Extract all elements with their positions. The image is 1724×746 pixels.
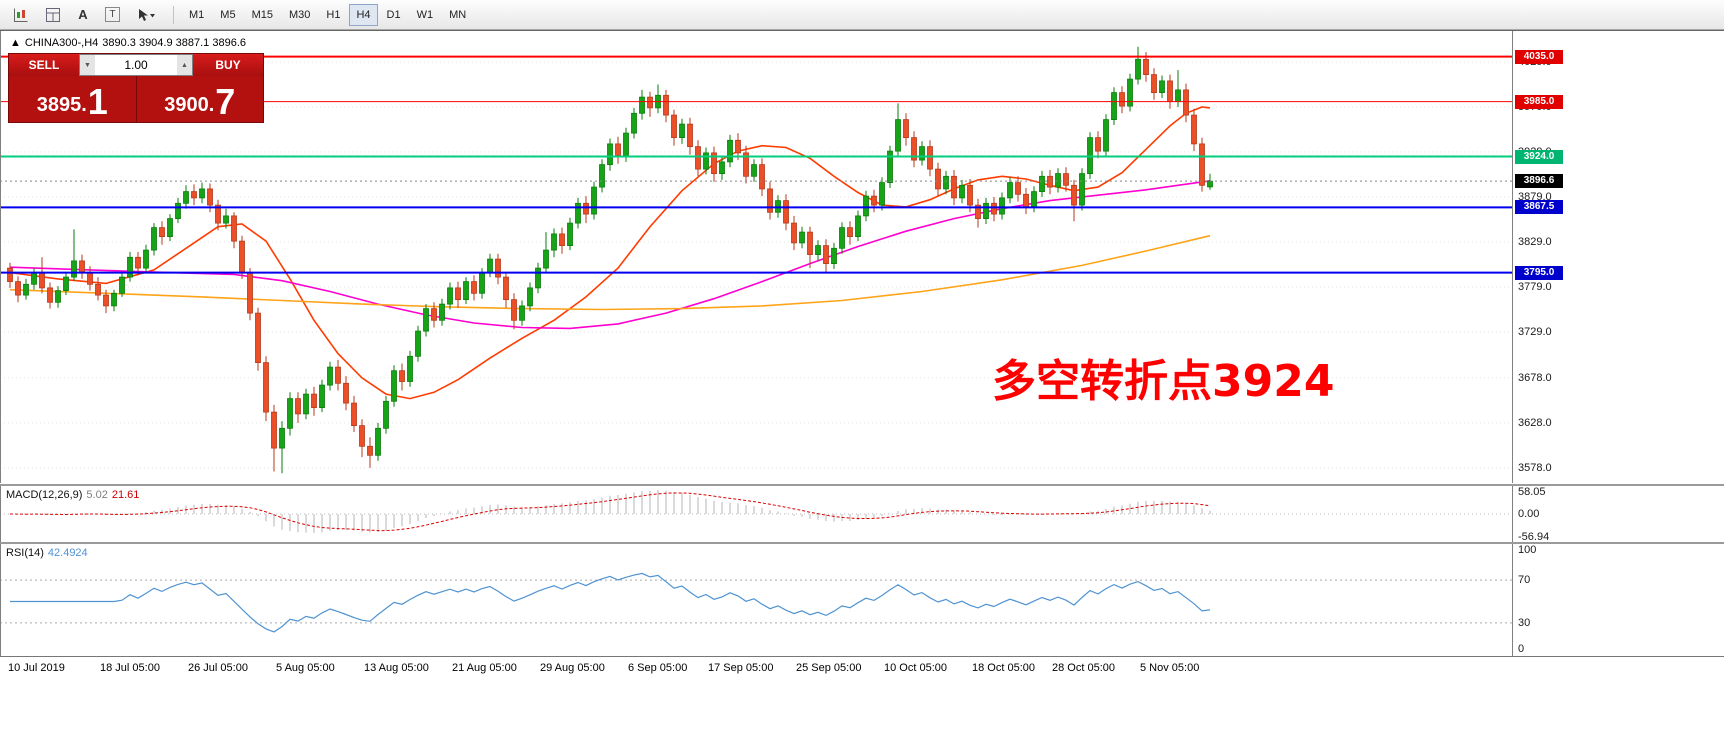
- trade-panel: SELL ▼ 1.00 ▲ BUY 3895. 1 3900. 7: [8, 53, 264, 123]
- time-axis-label: 17 Sep 05:00: [708, 662, 774, 674]
- sell-price-big-digit: 1: [87, 81, 108, 122]
- timeframe-m5-button[interactable]: M5: [213, 4, 242, 26]
- text-tool-icon: A: [78, 7, 88, 22]
- price-level-badge: 4035.0: [1515, 49, 1563, 64]
- chart-annotation: 多空转折点3924: [992, 356, 1335, 407]
- rsi-value: 42.4924: [47, 547, 88, 559]
- timeframe-m15-button[interactable]: M15: [245, 4, 280, 26]
- macd-title: MACD(12,26,9) 5.02 21.61: [6, 489, 139, 501]
- time-axis-label: 25 Sep 05:00: [796, 662, 862, 674]
- rsi-axis-label: 100: [1518, 544, 1537, 556]
- sell-price-main: 3895.: [36, 94, 87, 116]
- macd-main-value: 5.02: [86, 489, 108, 501]
- price-axis-label: 3879.0: [1518, 191, 1552, 203]
- ma-fast-line: [9, 106, 1211, 400]
- macd-panel: MACD(12,26,9) 5.02 21.61 58.05 0.00 -56.94: [0, 484, 1724, 543]
- textbox-tool-button[interactable]: T: [98, 4, 127, 26]
- cursor-tool-button[interactable]: [129, 4, 165, 26]
- timeframe-d1-button[interactable]: D1: [380, 4, 408, 26]
- tile-windows-icon: [46, 7, 60, 22]
- sell-price[interactable]: 3895. 1: [9, 76, 137, 122]
- main-chart-panel: ▲ CHINA300-,H4 3890.3 3904.9 3887.1 3896.6…: [0, 30, 1724, 484]
- macd-axis-label: 58.05: [1518, 486, 1546, 498]
- buy-button[interactable]: BUY: [193, 54, 263, 76]
- rsi-axis-label: 70: [1518, 574, 1531, 587]
- volume-value[interactable]: 1.00: [124, 58, 148, 72]
- time-axis-label: 6 Sep 05:00: [628, 662, 688, 674]
- rsi-title: RSI(14) 42.4924: [6, 547, 88, 559]
- rsi-indicator-label: RSI(14): [6, 547, 44, 559]
- volume-decrease-button[interactable]: ▼: [80, 55, 95, 75]
- buy-price-main: 3900.: [164, 94, 215, 116]
- time-axis-label: 28 Oct 05:00: [1052, 662, 1115, 674]
- buy-price[interactable]: 3900. 7: [136, 76, 263, 122]
- time-axis-label: 29 Aug 05:00: [540, 662, 605, 674]
- rsi-panel: RSI(14) 42.4924 100 70 30 0: [0, 542, 1724, 656]
- rsi-axis-label: 30: [1518, 616, 1531, 629]
- direction-arrow-icon: ▲: [10, 37, 21, 49]
- text-tool-button[interactable]: A: [70, 4, 96, 26]
- time-axis[interactable]: 10 Jul 2019 18 Jul 05:00 26 Jul 05:00 5 Aug…: [0, 656, 1724, 682]
- price-axis-label: 3829.0: [1518, 236, 1552, 248]
- time-axis-label: 10 Jul 2019: [8, 662, 65, 674]
- volume-control: ▼ 1.00 ▲: [79, 54, 193, 76]
- macd-signal-line: [9, 492, 1211, 532]
- buy-price-big-digit: 7: [215, 81, 236, 122]
- price-level-badge: 3985.0: [1515, 94, 1563, 109]
- time-axis-label: 21 Aug 05:00: [452, 662, 517, 674]
- price-axis-label: 3578.0: [1518, 461, 1552, 474]
- price-level-badge: 3924.0: [1515, 149, 1563, 164]
- cursor-tool-icon: [139, 8, 155, 21]
- timeframe-w1-button[interactable]: W1: [410, 4, 441, 26]
- trade-panel-prices: 3895. 1 3900. 7: [9, 76, 263, 122]
- toolbar: A T M1 M5 M15 M30 H1 H4 D1 W1 MN: [0, 0, 1724, 30]
- macd-axis-label: -56.94: [1518, 530, 1550, 543]
- timeframe-m1-button[interactable]: M1: [182, 4, 211, 26]
- toolbar-separator: [173, 5, 174, 24]
- symbol-timeframe-label: CHINA300-,H4: [24, 37, 99, 49]
- chart-header: ▲ CHINA300-,H4 3890.3 3904.9 3887.1 3896.6: [10, 37, 250, 49]
- macd-indicator-label: MACD(12,26,9): [6, 489, 83, 501]
- time-axis-label: 18 Oct 05:00: [972, 662, 1035, 674]
- main-plot[interactable]: [0, 31, 1724, 483]
- price-level-badge: 3795.0: [1515, 265, 1563, 280]
- volume-increase-button[interactable]: ▲: [177, 55, 192, 75]
- trade-panel-controls: SELL ▼ 1.00 ▲ BUY: [9, 54, 263, 76]
- time-axis-label: 5 Nov 05:00: [1140, 662, 1200, 674]
- macd-signal-value: 21.61: [111, 489, 140, 501]
- rsi-axis-label: 0: [1518, 643, 1525, 655]
- price-axis-label: 3628.0: [1518, 416, 1552, 429]
- current-price-badge: 3896.6: [1515, 174, 1563, 189]
- tile-windows-button[interactable]: [38, 4, 68, 26]
- textbox-tool-icon: T: [105, 7, 120, 22]
- ma-mid-line: [9, 180, 1211, 330]
- price-axis-label: 3729.0: [1518, 326, 1552, 338]
- chart-window-button[interactable]: [6, 4, 36, 26]
- price-axis-label: 3678.0: [1518, 371, 1552, 384]
- timeframe-h1-button[interactable]: H1: [319, 4, 347, 26]
- time-axis-label: 26 Jul 05:00: [188, 662, 248, 674]
- time-axis-label: 10 Oct 05:00: [884, 662, 947, 674]
- chart-window-icon: [14, 8, 28, 22]
- time-axis-label: 13 Aug 05:00: [364, 662, 429, 674]
- chevron-down-icon: [150, 13, 155, 17]
- timeframe-h4-button[interactable]: H4: [349, 3, 378, 26]
- macd-axis-label: 0.00: [1518, 508, 1540, 520]
- time-axis-label: 5 Aug 05:00: [276, 662, 335, 674]
- ohlc-values: 3890.3 3904.9 3887.1 3896.6: [102, 37, 246, 49]
- rsi-plot[interactable]: [0, 544, 1724, 656]
- price-level-badge: 3867.5: [1515, 200, 1563, 215]
- timeframe-mn-button[interactable]: MN: [442, 4, 473, 26]
- price-axis-label: 3779.0: [1518, 281, 1552, 293]
- timeframe-m30-button[interactable]: M30: [282, 4, 317, 26]
- macd-plot[interactable]: [0, 486, 1724, 542]
- sell-button[interactable]: SELL: [9, 54, 79, 76]
- time-axis-label: 18 Jul 05:00: [100, 662, 160, 674]
- rsi-line: [10, 572, 1211, 633]
